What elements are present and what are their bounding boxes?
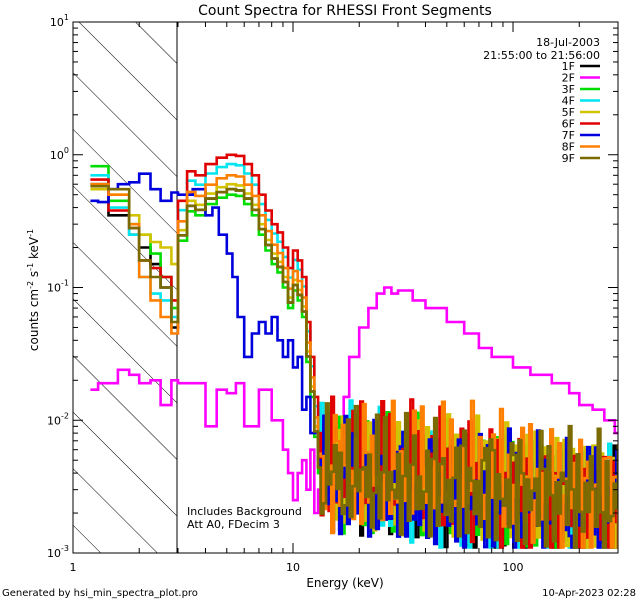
time-range-label: 21:55:00 to 21:56:00 — [483, 49, 600, 62]
legend-label-8F: 8F — [562, 141, 575, 154]
chart-title: Count Spectra for RHESSI Front Segments — [198, 3, 492, 19]
y-tick-label: 10-2 — [47, 411, 69, 427]
legend-label-5F: 5F — [562, 106, 575, 119]
legend-label-1F: 1F — [562, 60, 575, 73]
y-tick-label: 100 — [50, 146, 69, 162]
legend-label-7F: 7F — [562, 129, 575, 142]
series-line-9F — [90, 184, 618, 549]
annotation-background: Includes Background — [187, 505, 302, 518]
legend-label-9F: 9F — [562, 152, 575, 165]
x-tick-label: 10 — [286, 561, 300, 574]
x-tick-label: 1 — [70, 561, 77, 574]
y-axis-title: counts cm-2 s-1 keV-1 — [26, 229, 41, 351]
y-tick-label: 101 — [50, 13, 69, 29]
y-tick-label: 10-3 — [47, 544, 69, 560]
legend-label-2F: 2F — [562, 72, 575, 85]
annotation-attenuator: Att A0, FDecim 3 — [187, 518, 280, 531]
legend-label-6F: 6F — [562, 118, 575, 131]
legend-label-3F: 3F — [562, 83, 575, 96]
series-line-8F — [90, 174, 618, 549]
x-tick-label: 100 — [503, 561, 524, 574]
date-label: 18-Jul-2003 — [536, 36, 600, 49]
y-tick-label: 10-1 — [47, 279, 69, 295]
footer-timestamp: 10-Apr-2023 02:28 — [542, 588, 636, 599]
legend-label-4F: 4F — [562, 95, 575, 108]
footer-generated-by: Generated by hsi_min_spectra_plot.pro — [2, 588, 198, 599]
x-axis-title: Energy (keV) — [306, 576, 383, 590]
